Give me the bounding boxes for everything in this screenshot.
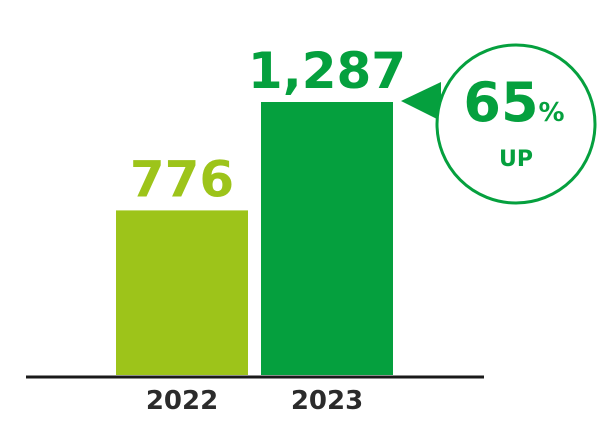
callout-pointer-icon <box>401 82 441 121</box>
callout-circle <box>435 43 597 205</box>
bar-2022 <box>116 210 248 375</box>
value-label-2022: 776 <box>130 150 234 208</box>
tick-labels-group: 2022 2023 <box>146 386 363 416</box>
tick-label-2022: 2022 <box>146 386 218 416</box>
callout-percent-sign: % <box>539 98 565 128</box>
value-label-2023: 1,287 <box>248 42 406 100</box>
callout-up-label: UP <box>499 147 533 172</box>
tick-label-2023: 2023 <box>291 386 363 416</box>
growth-callout: 65% UP <box>401 43 597 205</box>
callout-number: 65 <box>463 71 538 134</box>
bar-2023 <box>261 102 393 375</box>
callout-percentage: 65% <box>463 71 564 134</box>
bars-group <box>116 102 393 375</box>
